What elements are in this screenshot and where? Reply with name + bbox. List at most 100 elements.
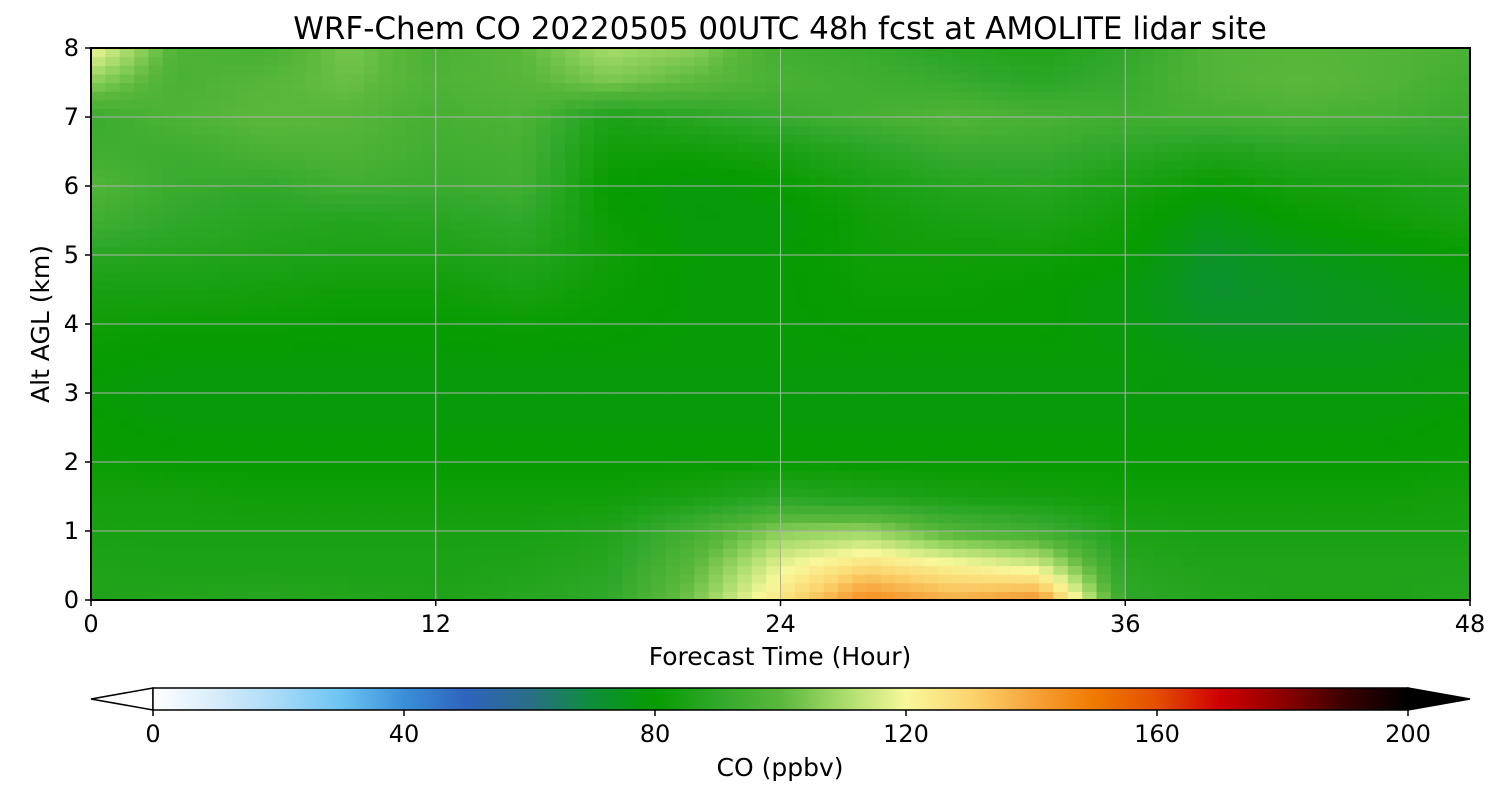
co-cell — [981, 332, 997, 342]
co-cell — [1340, 177, 1356, 187]
co-cell — [363, 177, 379, 187]
co-cell — [708, 496, 724, 506]
co-cell — [349, 341, 365, 351]
co-cell — [1268, 315, 1284, 325]
co-cell — [636, 393, 652, 403]
co-cell — [708, 462, 724, 472]
co-cell — [708, 280, 724, 291]
co-cell — [1211, 367, 1227, 377]
co-cell — [924, 263, 940, 273]
co-cell — [507, 574, 523, 584]
co-cell — [1053, 358, 1069, 368]
co-cell — [938, 203, 954, 213]
co-cell — [1197, 436, 1213, 446]
co-cell — [249, 384, 264, 394]
co-cell — [363, 349, 379, 360]
co-cell — [1211, 496, 1227, 506]
co-cell — [723, 298, 738, 308]
co-cell — [1426, 591, 1442, 600]
co-cell — [608, 237, 624, 247]
co-cell — [263, 410, 279, 420]
co-cell — [995, 393, 1011, 403]
co-cell — [1125, 272, 1141, 282]
co-cell — [679, 349, 695, 360]
co-cell — [1297, 436, 1313, 446]
co-cell — [780, 358, 796, 368]
co-cell — [852, 574, 868, 584]
co-cell — [191, 280, 207, 291]
co-cell — [1283, 324, 1299, 334]
co-cell — [320, 220, 336, 230]
co-cell — [1010, 160, 1026, 170]
co-cell — [679, 332, 695, 342]
co-cell — [1412, 367, 1428, 377]
co-cell — [1168, 418, 1184, 429]
co-cell — [909, 315, 925, 325]
co-cell — [1182, 168, 1198, 178]
co-cell — [1383, 367, 1399, 377]
co-cell — [263, 151, 279, 161]
co-cell — [1311, 220, 1327, 230]
co-cell — [1139, 332, 1155, 342]
co-cell — [1182, 272, 1198, 282]
co-cell — [521, 211, 537, 222]
co-cell — [780, 384, 796, 394]
co-cell — [306, 332, 322, 342]
co-cell — [105, 496, 121, 506]
co-cell — [651, 280, 667, 291]
co-cell — [536, 246, 552, 256]
co-cell — [579, 211, 595, 222]
co-cell — [335, 401, 351, 411]
co-cell — [162, 211, 178, 222]
co-cell — [1268, 160, 1284, 170]
co-cell — [952, 384, 968, 394]
co-cell — [1096, 186, 1112, 196]
co-cell — [407, 237, 422, 247]
co-cell — [837, 168, 853, 178]
co-cell — [1398, 582, 1414, 592]
co-cell — [335, 220, 351, 230]
co-cell — [1326, 237, 1342, 247]
co-cell — [694, 194, 710, 204]
co-cell — [593, 306, 609, 316]
co-cell — [249, 194, 264, 204]
co-cell — [335, 565, 351, 575]
co-cell — [1211, 194, 1227, 204]
co-cell — [694, 315, 710, 325]
co-cell — [809, 306, 825, 316]
co-cell — [464, 194, 480, 204]
co-cell — [435, 341, 451, 351]
co-cell — [665, 186, 681, 196]
co-cell — [1182, 220, 1198, 230]
co-cell — [550, 591, 566, 600]
co-cell — [809, 177, 825, 187]
co-cell — [1441, 255, 1457, 265]
co-cell — [1340, 453, 1356, 463]
co-cell — [1053, 168, 1069, 178]
co-cell — [320, 324, 336, 334]
co-cell — [550, 280, 566, 291]
co-cell — [234, 341, 250, 351]
co-cell — [1369, 375, 1385, 385]
co-cell — [1398, 151, 1414, 161]
co-cell — [852, 203, 868, 213]
co-cell — [837, 539, 853, 549]
co-cell — [967, 496, 983, 506]
co-cell — [1125, 444, 1141, 454]
co-cell — [91, 160, 106, 170]
co-cell — [665, 401, 681, 411]
co-cell — [536, 444, 552, 454]
co-cell — [665, 531, 681, 541]
co-cell — [1297, 315, 1313, 325]
co-cell — [823, 186, 839, 196]
co-cell — [1082, 393, 1098, 403]
co-cell — [694, 203, 710, 213]
co-cell — [249, 229, 264, 239]
co-cell — [723, 255, 738, 265]
co-cell — [277, 160, 293, 170]
co-cell — [981, 574, 997, 584]
co-cell — [737, 522, 753, 532]
co-cell — [550, 505, 566, 515]
co-cell — [1326, 531, 1342, 541]
co-cell — [837, 556, 853, 567]
